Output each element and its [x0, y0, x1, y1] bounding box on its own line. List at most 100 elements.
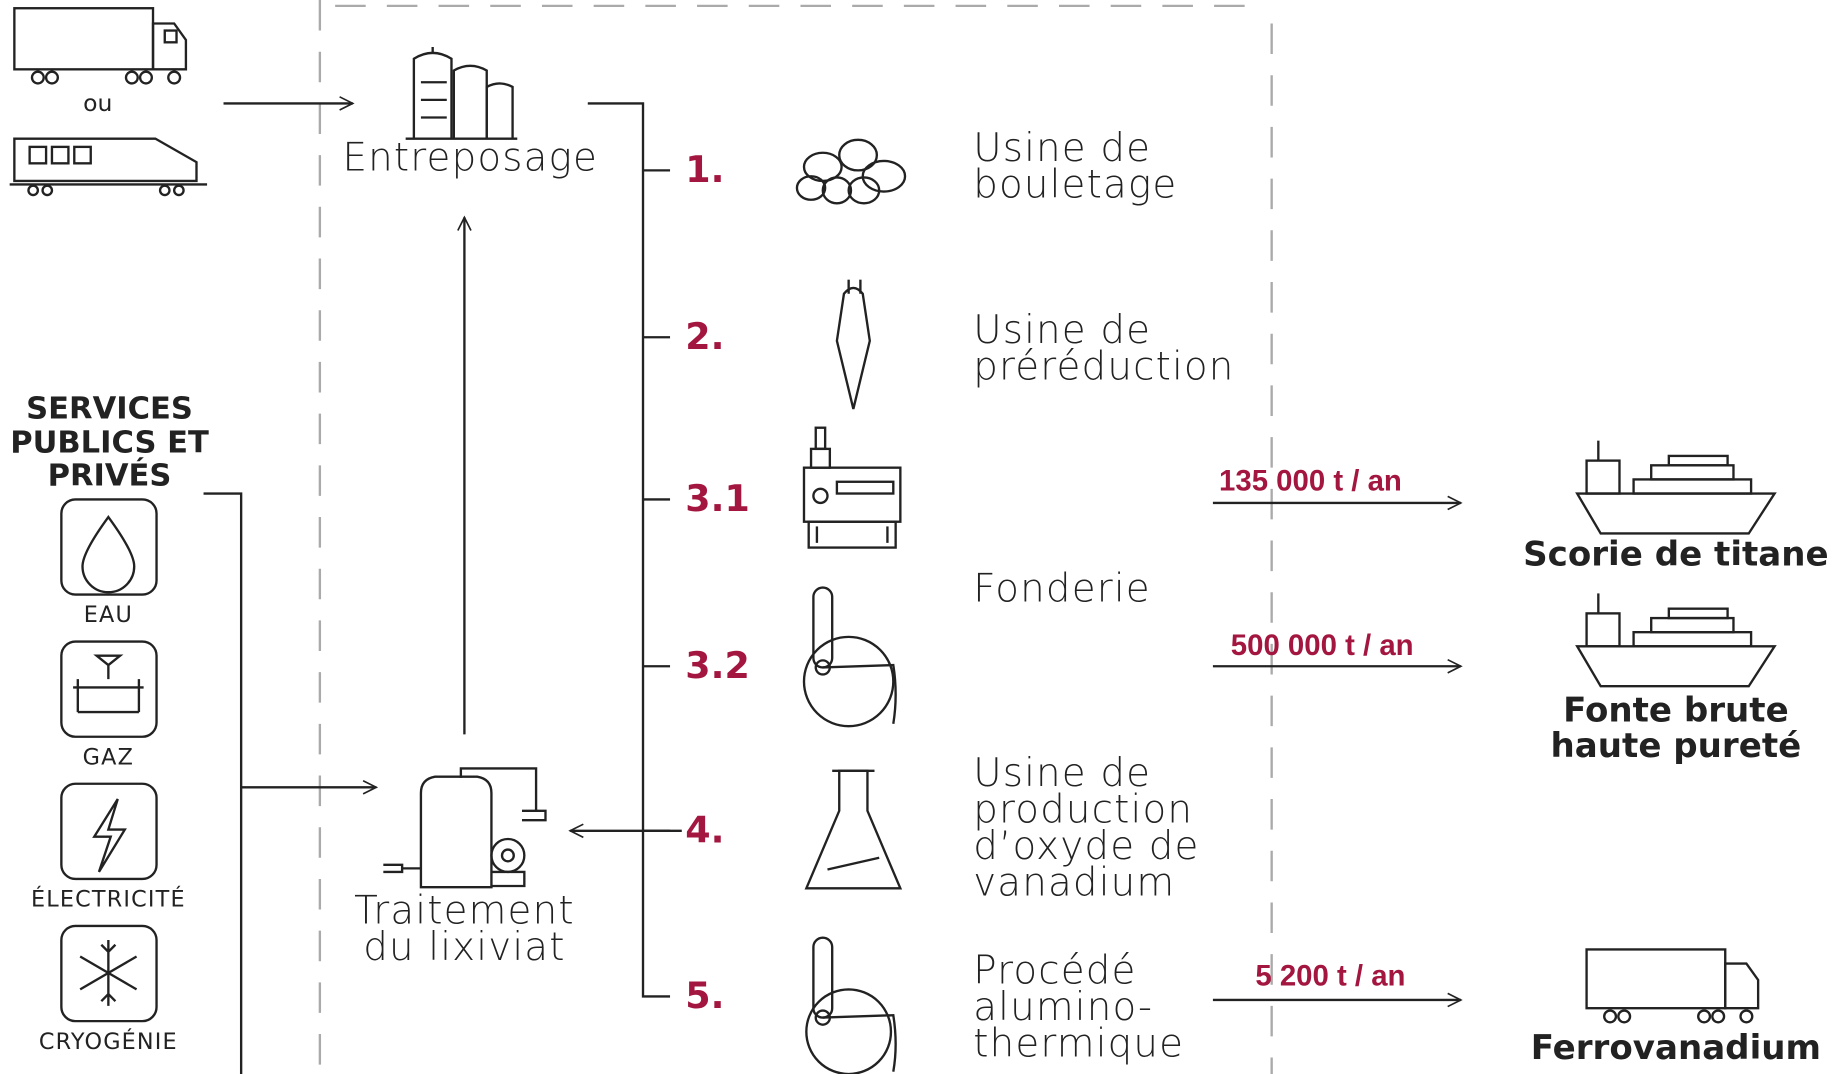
service-icons-part — [83, 517, 135, 592]
product-label: Scorie de titane — [1523, 534, 1828, 574]
train-icon-part — [28, 186, 37, 195]
furnace-icon-part — [816, 428, 825, 449]
ship-icon-part — [1587, 461, 1620, 494]
truck-icon — [1587, 949, 1759, 1022]
storage-icon-part — [454, 66, 487, 139]
service-label: GAZ — [83, 744, 134, 770]
step-number: 2. — [685, 315, 724, 358]
service-icons-part — [73, 656, 144, 712]
or-label: ou — [83, 89, 112, 117]
reduction-icon-part — [837, 288, 870, 409]
service-icons-part — [61, 784, 156, 879]
treatment-icon — [383, 768, 545, 887]
flask-icon-part — [827, 858, 879, 870]
services-title: SERVICES PUBLICS ET PRIVÉS — [10, 392, 209, 494]
services-bracket — [204, 494, 242, 1074]
truck-icon — [14, 8, 186, 83]
bracket-part — [588, 103, 670, 996]
ship-icon — [1577, 593, 1774, 686]
ship-icon-part — [1634, 479, 1752, 493]
pellet-icon — [797, 140, 905, 203]
truck-icon-part — [1712, 1011, 1724, 1023]
plant-label: Fonderie — [973, 567, 1151, 612]
ship-icon-part — [1651, 618, 1733, 632]
truck-icon-part — [1741, 1011, 1753, 1023]
truck-icon-part — [1698, 1011, 1710, 1023]
treatment-icon-part — [383, 865, 524, 886]
furnace-icon-part — [804, 468, 900, 522]
truck-icon-part — [140, 72, 152, 84]
ship-icon-part — [1669, 609, 1728, 618]
plant-label: thermique — [973, 1021, 1184, 1066]
storage-icon-part — [414, 53, 452, 139]
treatment-label: du lixiviat — [363, 925, 565, 970]
flow-label: 500 000 t / an — [1231, 629, 1414, 662]
ladle-icon-part — [823, 1015, 896, 1071]
ladle-icon — [806, 938, 895, 1074]
ship-icon-part — [1587, 613, 1620, 646]
truck-icon-part — [168, 72, 180, 84]
truck-icon-part — [32, 72, 44, 84]
storage-icon-part — [487, 83, 513, 138]
storage-label: Entreposage — [343, 135, 599, 180]
reduction-icon — [837, 280, 870, 409]
pellet-icon-part — [797, 176, 825, 200]
flow-label: 5 200 t / an — [1255, 959, 1405, 992]
page: Procédé html, body { margin: 0; padding:… — [0, 0, 1843, 1074]
ship-icon-part — [1651, 465, 1733, 479]
step-number: 3.1 — [685, 477, 749, 520]
service-label: CRYOGÉNIE — [39, 1027, 178, 1055]
step-number: 3.2 — [685, 644, 749, 687]
body: { "transport": {"or": "ou"}, "storage": … — [0, 0, 1843, 1074]
truck-icon-part — [165, 31, 177, 43]
bracket — [588, 103, 670, 996]
plant-labels: Usine debouletage Usine depréréduction F… — [973, 126, 1234, 1066]
furnace-icon-part — [811, 449, 830, 468]
plant-label: bouletage — [973, 162, 1177, 207]
step-number: 1. — [685, 148, 724, 191]
step-number: 5. — [685, 974, 724, 1017]
truck-icon-part — [1587, 949, 1726, 1008]
flask-icon — [806, 771, 900, 889]
furnace-icon-part — [813, 489, 827, 503]
pellet-icon-part — [863, 161, 905, 192]
services-title: SERVICES — [26, 392, 193, 427]
treatment-icon-part — [491, 839, 524, 872]
furnace-icon-part — [837, 482, 893, 494]
ship-icon — [1577, 441, 1774, 534]
train-icon-part — [14, 139, 196, 181]
treatment-label: Traitement du lixiviat — [354, 889, 575, 970]
truck-icon-part — [14, 8, 153, 69]
product-labels: Scorie de titane Fonte brute haute puret… — [1523, 534, 1828, 1068]
furnace-icon-part — [809, 522, 896, 548]
truck-icon-part — [1725, 964, 1758, 1009]
product-label: Ferrovanadium — [1531, 1028, 1821, 1068]
truck-icon-part — [1604, 1011, 1616, 1023]
service-icons-part — [80, 940, 136, 1006]
train-icon-part — [74, 147, 90, 163]
storage-icon — [406, 47, 518, 139]
truck-icon-part — [126, 72, 138, 84]
train-icon-part — [52, 147, 68, 163]
ladle-icon-part — [804, 637, 893, 726]
train-icon-part — [160, 186, 169, 195]
train-icon-part — [43, 186, 52, 195]
train-icon — [10, 139, 207, 195]
service-label: ÉLECTRICITÉ — [31, 885, 186, 913]
plant-label: vanadium — [973, 860, 1175, 905]
service-icons-part — [94, 799, 125, 872]
flow-label: 135 000 t / an — [1219, 465, 1402, 498]
ladle-icon-part — [823, 665, 896, 724]
service-icons-part — [61, 499, 156, 594]
plant-label: préréduction — [973, 344, 1234, 389]
ship-icon-part — [1577, 646, 1774, 686]
train-icon-part — [30, 147, 46, 163]
train-icon-part — [174, 186, 183, 195]
ladle-icon-part — [813, 588, 832, 668]
treatment-icon-part — [421, 777, 492, 887]
furnace-icon — [804, 428, 900, 548]
diagram: ou Entreposage 1. 2. 3.1 3.2 4. 5. — [0, 0, 1843, 1074]
pellet-icon-part — [839, 140, 877, 171]
truck-icon-part — [1618, 1011, 1630, 1023]
product-label: Fonte brute — [1563, 691, 1789, 731]
